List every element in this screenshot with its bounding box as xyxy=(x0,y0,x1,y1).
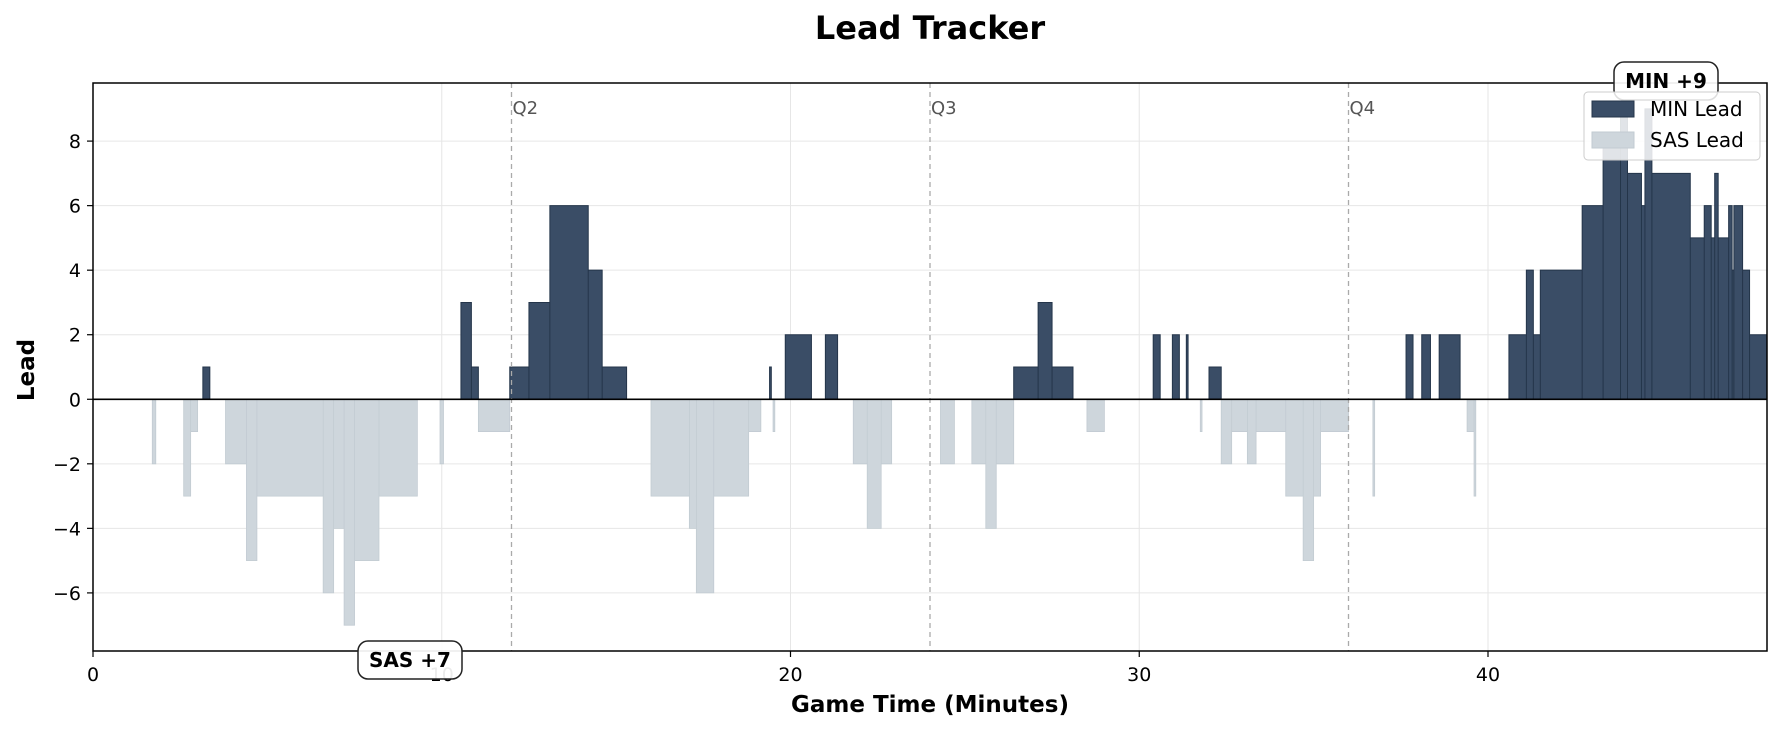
lead-areas xyxy=(151,108,1768,626)
y-tick-label: −4 xyxy=(53,518,81,540)
y-tick-label: 4 xyxy=(69,260,81,282)
quarter-markers: Q2 Q3 Q4 xyxy=(510,83,1376,651)
annotation-label: MIN +9 xyxy=(1625,69,1707,93)
x-tick-label: 30 xyxy=(1127,664,1151,686)
annotation-box xyxy=(357,640,463,680)
x-axis-label: Game Time (Minutes) xyxy=(791,692,1069,718)
legend-label: MIN Lead xyxy=(1650,97,1743,121)
annotation-label: SAS +7 xyxy=(369,648,451,672)
y-tick-label: 0 xyxy=(69,389,81,411)
legend: MIN Lead SAS Lead xyxy=(1583,91,1761,161)
y-tick-label: 6 xyxy=(69,196,81,218)
y-tick-label: 2 xyxy=(69,325,81,347)
legend-swatch xyxy=(1591,100,1635,118)
y-tick-label: −6 xyxy=(53,583,81,605)
quarter-label: Q2 xyxy=(513,98,539,119)
x-tick-label: 20 xyxy=(778,664,802,686)
y-tick-label: −2 xyxy=(53,454,81,476)
quarter-label: Q3 xyxy=(931,98,957,119)
min-lead-area xyxy=(202,108,1768,400)
y-tick-label: 8 xyxy=(69,131,81,153)
quarter-label: Q4 xyxy=(1350,98,1376,119)
y-axis-label: Lead xyxy=(14,339,40,401)
legend-label: SAS Lead xyxy=(1650,128,1744,152)
x-tick-label: 0 xyxy=(87,664,99,686)
annotations: MIN +9 SAS +7 xyxy=(357,61,1719,680)
legend-swatch xyxy=(1591,131,1635,149)
x-tick-label: 40 xyxy=(1476,664,1500,686)
chart-title: Lead Tracker xyxy=(815,9,1046,47)
sas-lead-area xyxy=(151,398,1477,626)
plot-frame xyxy=(92,82,1768,652)
